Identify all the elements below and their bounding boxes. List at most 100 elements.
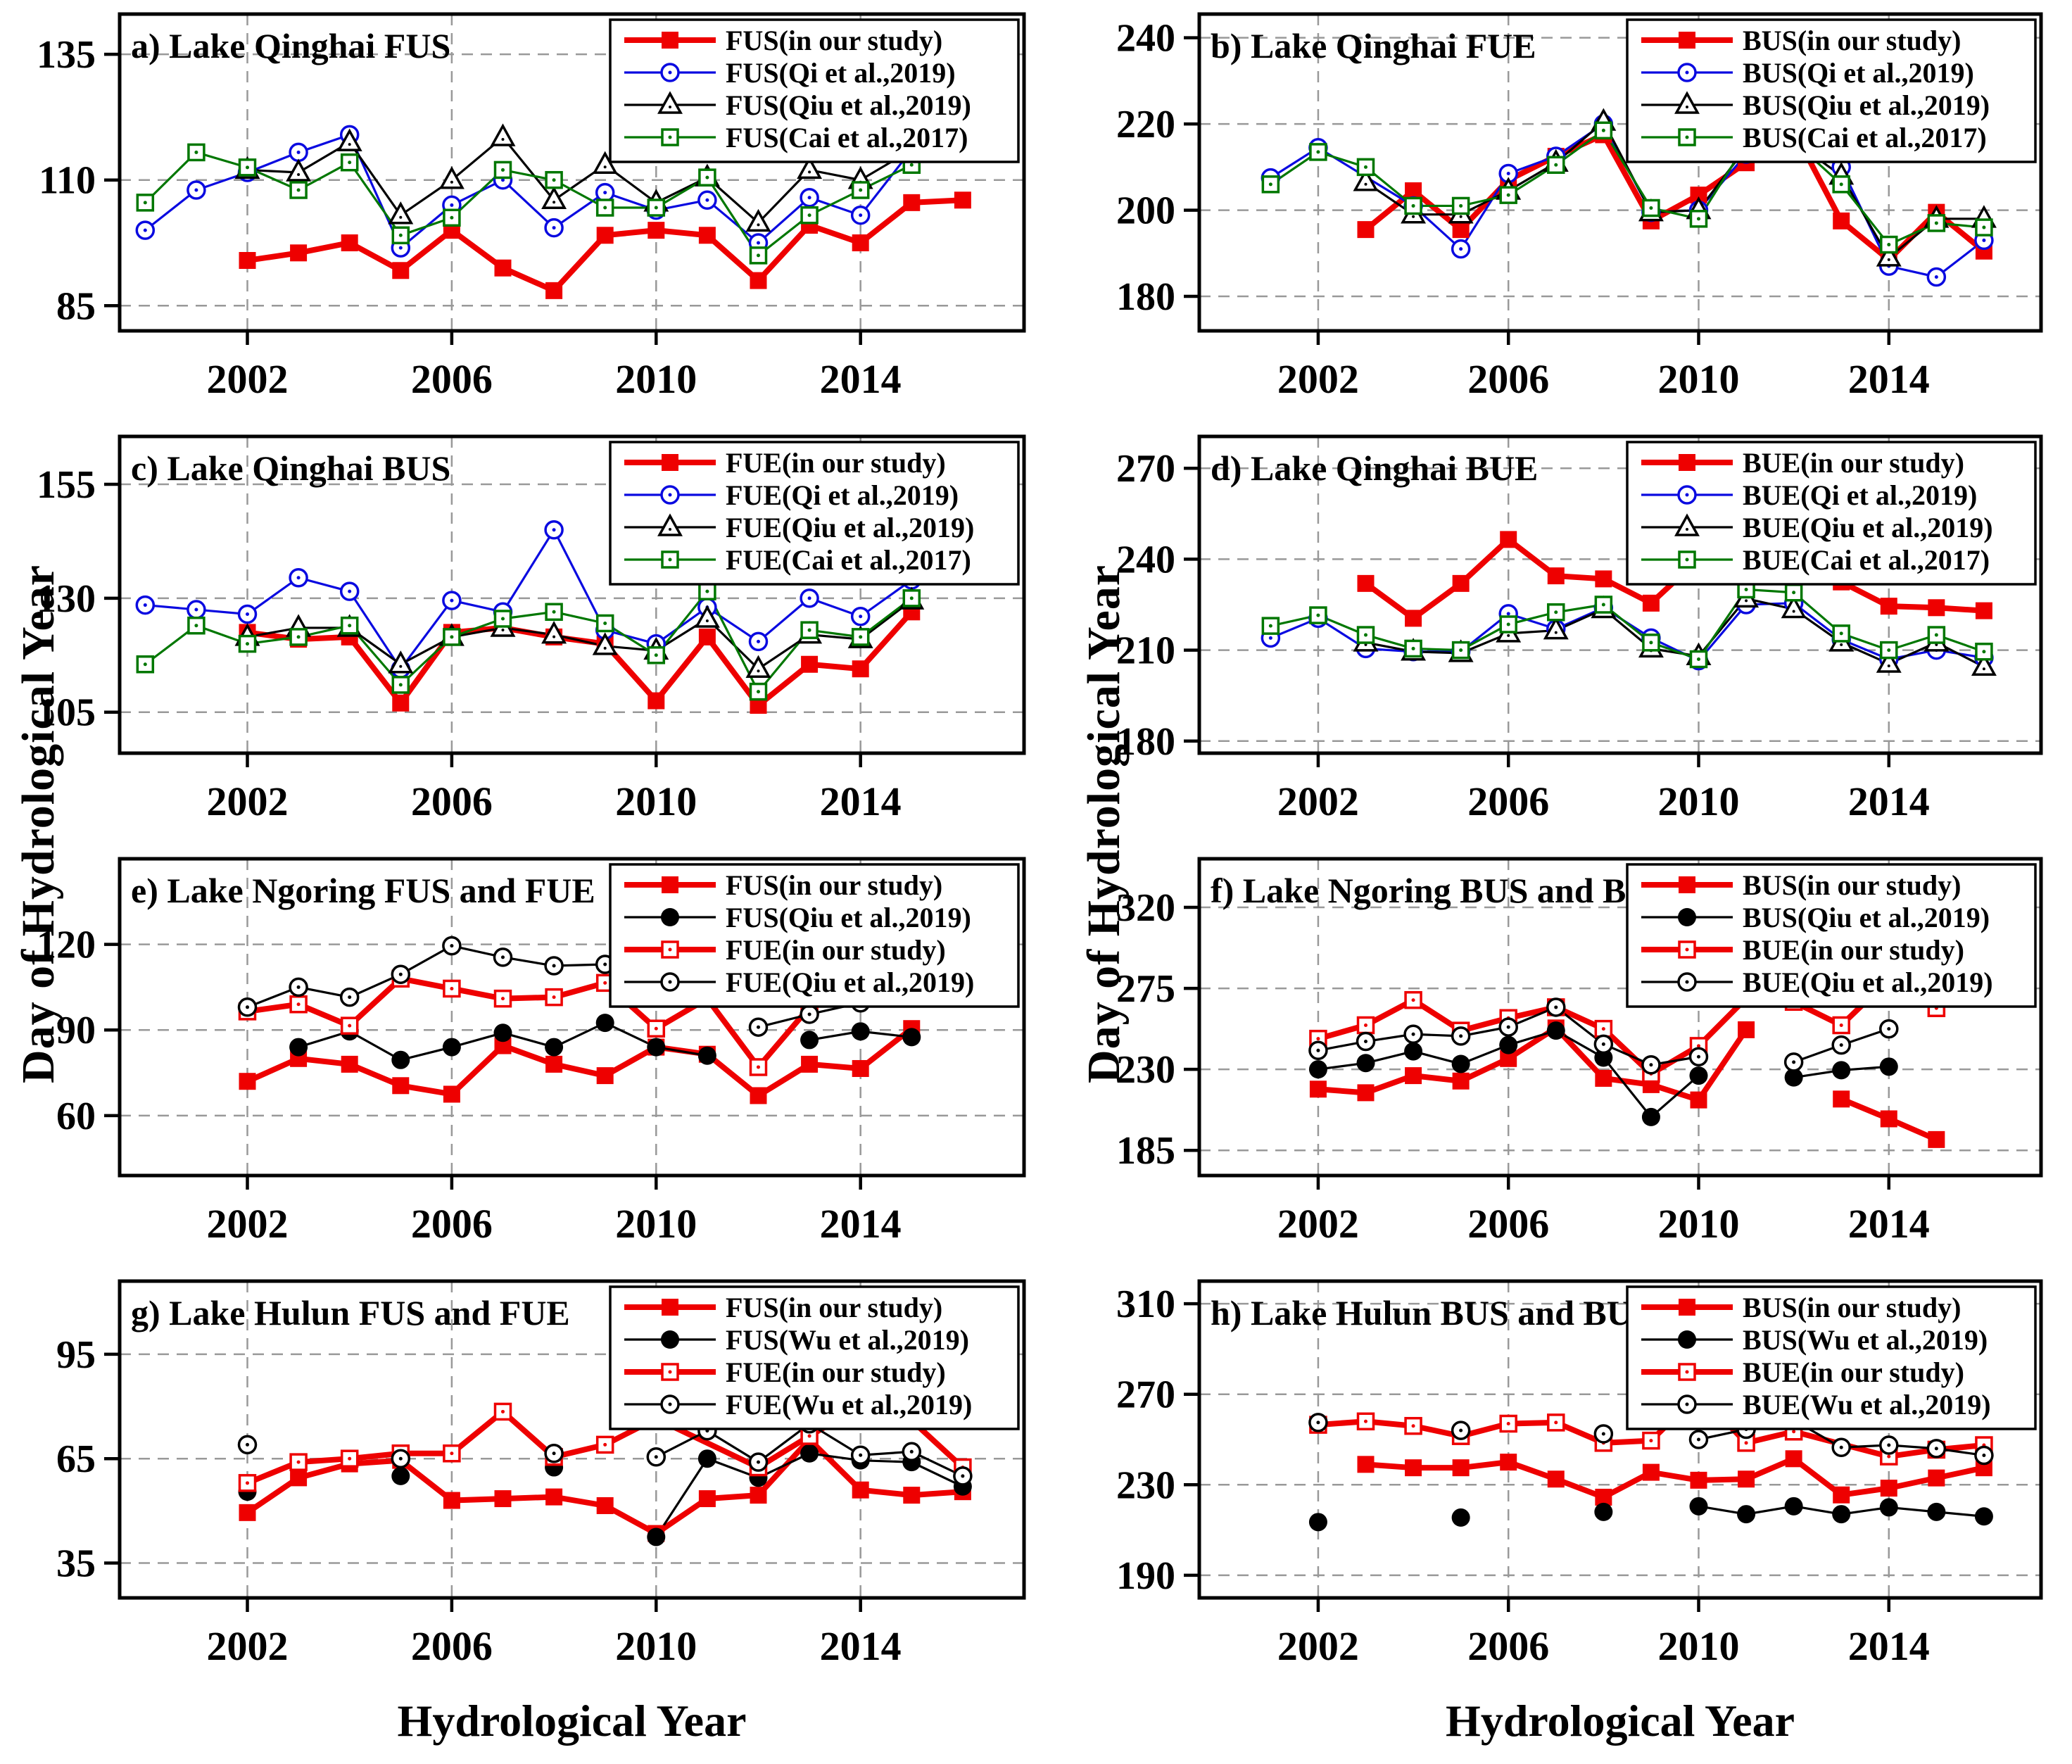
svg-text:2010: 2010 — [1657, 1623, 1739, 1669]
panel-h-cell: 190 230 270 310 2002 2006 2010 2014 h) Lake Hulu… — [1036, 1267, 2072, 1689]
svg-text:310: 310 — [1116, 1283, 1175, 1326]
panel-f-chart: 185 230 275 320 2002 2006 2010 2014 f) Lake Ngor… — [1116, 857, 2043, 1247]
svg-text:65: 65 — [56, 1437, 96, 1481]
svg-text:2010: 2010 — [615, 1201, 697, 1247]
svg-text:BUE(in our study): BUE(in our study) — [1743, 1356, 1964, 1388]
right-column: Day of Hydrological Year 180 200 220 240 200… — [1036, 0, 2072, 1764]
panel-d-cell: 180 210 240 270 2002 2006 2010 2014 d) Lake Qing… — [1036, 422, 2072, 845]
panel-h-chart: 190 230 270 310 2002 2006 2010 2014 h) Lake Hulu… — [1116, 1279, 2043, 1669]
svg-text:FUS(Cai et al.,2017): FUS(Cai et al.,2017) — [726, 122, 968, 153]
panel-d-chart: 180 210 240 270 2002 2006 2010 2014 d) Lake Qing… — [1116, 434, 2043, 824]
svg-text:g) Lake Hulun FUS and FUE: g) Lake Hulun FUS and FUE — [131, 1293, 570, 1333]
svg-text:2006: 2006 — [411, 1201, 493, 1247]
svg-text:230: 230 — [1116, 1463, 1175, 1507]
svg-text:a) Lake Qinghai FUS: a) Lake Qinghai FUS — [131, 26, 450, 65]
svg-text:2014: 2014 — [1848, 1623, 1930, 1669]
svg-text:2014: 2014 — [1848, 1201, 1930, 1247]
svg-text:2014: 2014 — [1848, 356, 1930, 402]
svg-text:e) Lake Ngoring FUS and FUE: e) Lake Ngoring FUS and FUE — [131, 871, 595, 910]
svg-text:2014: 2014 — [1848, 779, 1930, 824]
svg-text:BUE(Wu et al.,2019): BUE(Wu et al.,2019) — [1743, 1389, 1991, 1420]
svg-text:FUS(Qi et al.,2019): FUS(Qi et al.,2019) — [726, 57, 956, 89]
svg-text:85: 85 — [56, 284, 96, 328]
svg-text:230: 230 — [1116, 1048, 1175, 1092]
svg-text:FUS(Qiu et al.,2019): FUS(Qiu et al.,2019) — [726, 89, 971, 121]
svg-text:BUS(in our study): BUS(in our study) — [1743, 869, 1961, 901]
svg-text:BUE(Qiu et al.,2019): BUE(Qiu et al.,2019) — [1743, 966, 1993, 998]
svg-text:2002: 2002 — [206, 356, 288, 402]
panel-a-cell: 85 110 135 2002 2006 2010 2014 a) Lake Qinghai … — [0, 0, 1036, 422]
panel-b-cell: 180 200 220 240 2002 2006 2010 2014 b) Lake Qing… — [1036, 0, 2072, 422]
svg-text:FUE(Cai et al.,2017): FUE(Cai et al.,2017) — [726, 544, 971, 576]
svg-text:2006: 2006 — [1467, 356, 1549, 402]
svg-text:BUS(in our study): BUS(in our study) — [1743, 1292, 1961, 1323]
svg-text:BUS(Qi et al.,2019): BUS(Qi et al.,2019) — [1743, 57, 1974, 89]
svg-text:2002: 2002 — [1277, 1623, 1359, 1669]
svg-text:h) Lake Hulun BUS and BUE: h) Lake Hulun BUS and BUE — [1211, 1293, 1655, 1333]
svg-text:120: 120 — [37, 924, 96, 967]
svg-text:FUS(Qiu et al.,2019): FUS(Qiu et al.,2019) — [726, 902, 971, 933]
svg-text:95: 95 — [56, 1333, 96, 1377]
x-axis-label-left: Hydrological Year — [397, 1696, 747, 1746]
panel-c-cell: 105 130 155 2002 2006 2010 2014 c) Lake Qinghai… — [0, 422, 1036, 845]
svg-text:2002: 2002 — [206, 1201, 288, 1247]
svg-text:FUE(Qiu et al.,2019): FUE(Qiu et al.,2019) — [726, 966, 974, 998]
svg-text:FUE(Qi et al.,2019): FUE(Qi et al.,2019) — [726, 479, 959, 511]
svg-text:190: 190 — [1116, 1554, 1175, 1598]
svg-text:210: 210 — [1116, 629, 1175, 673]
svg-text:320: 320 — [1116, 886, 1175, 930]
panel-g-cell: 35 65 95 2002 2006 2010 2014 g) Lake Hulun FUS … — [0, 1267, 1036, 1689]
svg-text:c) Lake Qinghai BUS: c) Lake Qinghai BUS — [131, 448, 450, 488]
x-axis-label-right: Hydrological Year — [1446, 1696, 1795, 1746]
svg-text:240: 240 — [1116, 538, 1175, 581]
svg-text:2010: 2010 — [1657, 779, 1739, 824]
svg-text:2006: 2006 — [411, 356, 493, 402]
svg-text:FUE(in our study): FUE(in our study) — [726, 447, 946, 479]
panel-a-chart: 85 110 135 2002 2006 2010 2014 a) Lake Qinghai … — [37, 12, 1026, 402]
svg-text:f) Lake Ngoring BUS and BUE: f) Lake Ngoring BUS and BUE — [1211, 871, 1675, 910]
svg-text:BUE(Qi et al.,2019): BUE(Qi et al.,2019) — [1743, 479, 1977, 511]
left-column: Day of Hydrological Year 85 110 135 2002 200… — [0, 0, 1036, 1746]
svg-text:240: 240 — [1116, 17, 1175, 61]
svg-text:130: 130 — [37, 577, 96, 621]
svg-text:2006: 2006 — [1467, 1201, 1549, 1247]
svg-text:FUS(in our study): FUS(in our study) — [726, 25, 942, 56]
svg-text:2002: 2002 — [1277, 356, 1359, 402]
svg-text:d) Lake Qinghai BUE: d) Lake Qinghai BUE — [1211, 448, 1538, 488]
svg-text:105: 105 — [37, 691, 96, 735]
svg-text:BUE(in our study): BUE(in our study) — [1743, 934, 1964, 966]
svg-text:BUE(in our study): BUE(in our study) — [1743, 447, 1964, 479]
svg-text:270: 270 — [1116, 447, 1175, 491]
panel-b-chart: 180 200 220 240 2002 2006 2010 2014 b) Lake Qing… — [1116, 12, 2043, 402]
svg-text:2010: 2010 — [615, 779, 697, 824]
svg-text:2014: 2014 — [820, 356, 902, 402]
svg-text:BUS(Qiu et al.,2019): BUS(Qiu et al.,2019) — [1743, 902, 1990, 933]
svg-text:180: 180 — [1116, 275, 1175, 319]
panel-e-cell: 60 90 120 2002 2006 2010 2014 e) Lake Ngoring F… — [0, 845, 1036, 1267]
svg-text:2014: 2014 — [820, 1201, 902, 1247]
svg-text:135: 135 — [37, 33, 96, 77]
svg-text:220: 220 — [1116, 103, 1175, 146]
svg-text:2010: 2010 — [1657, 1201, 1739, 1247]
svg-text:2006: 2006 — [411, 1623, 493, 1669]
svg-text:b) Lake Qinghai FUE: b) Lake Qinghai FUE — [1211, 26, 1536, 65]
svg-text:270: 270 — [1116, 1373, 1175, 1417]
svg-text:90: 90 — [56, 1009, 96, 1052]
svg-text:110: 110 — [39, 159, 96, 203]
svg-text:BUE(Cai et al.,2017): BUE(Cai et al.,2017) — [1743, 544, 1990, 576]
panel-g-chart: 35 65 95 2002 2006 2010 2014 g) Lake Hulun FUS … — [56, 1279, 1026, 1669]
svg-text:FUS(in our study): FUS(in our study) — [726, 869, 942, 901]
svg-text:2010: 2010 — [615, 356, 697, 402]
svg-text:60: 60 — [56, 1095, 96, 1138]
svg-text:BUE(Qiu et al.,2019): BUE(Qiu et al.,2019) — [1743, 512, 1993, 543]
svg-text:200: 200 — [1116, 189, 1175, 233]
svg-text:FUS(Wu et al.,2019): FUS(Wu et al.,2019) — [726, 1324, 969, 1356]
svg-text:FUE(Qiu et al.,2019): FUE(Qiu et al.,2019) — [726, 512, 974, 543]
svg-text:2002: 2002 — [206, 1623, 288, 1669]
svg-text:185: 185 — [1116, 1129, 1175, 1173]
svg-text:FUE(in our study): FUE(in our study) — [726, 1356, 946, 1388]
svg-text:BUS(Cai et al.,2017): BUS(Cai et al.,2017) — [1743, 122, 1987, 153]
svg-text:2002: 2002 — [206, 779, 288, 824]
svg-text:2006: 2006 — [1467, 779, 1549, 824]
